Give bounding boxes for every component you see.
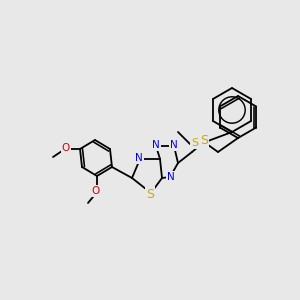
Text: N: N: [170, 140, 178, 150]
Text: S: S: [191, 138, 199, 148]
Text: O: O: [92, 186, 100, 196]
Text: S: S: [146, 188, 154, 200]
Text: N: N: [152, 140, 160, 150]
Text: S: S: [200, 134, 208, 148]
Text: N: N: [167, 172, 175, 182]
Text: N: N: [135, 153, 143, 163]
Text: O: O: [62, 143, 70, 153]
